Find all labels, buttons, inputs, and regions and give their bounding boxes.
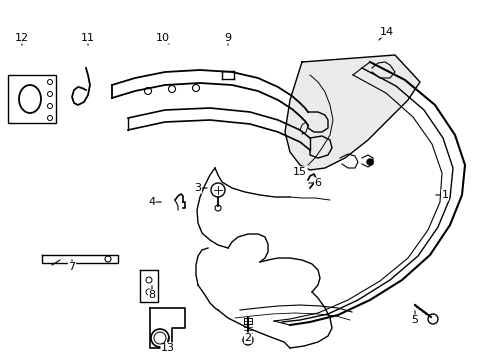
Text: 9: 9 [224,33,231,43]
Text: 11: 11 [81,33,95,43]
Text: 7: 7 [68,262,76,272]
Circle shape [210,183,224,197]
Text: 12: 12 [15,33,29,43]
Text: 5: 5 [411,315,418,325]
Text: 15: 15 [292,167,306,177]
Text: 8: 8 [148,290,155,300]
Polygon shape [285,55,419,170]
Bar [8,75,56,123]
Text: 6: 6 [314,178,321,188]
Circle shape [215,205,221,211]
Text: 1: 1 [441,190,447,200]
Text: 3: 3 [194,183,201,193]
Text: 13: 13 [161,343,175,353]
Circle shape [151,329,169,347]
Text: 14: 14 [379,27,393,37]
Circle shape [243,335,252,345]
Circle shape [427,314,437,324]
Circle shape [366,159,372,165]
Text: 4: 4 [148,197,155,207]
Text: 2: 2 [244,333,251,343]
Text: 10: 10 [156,33,170,43]
